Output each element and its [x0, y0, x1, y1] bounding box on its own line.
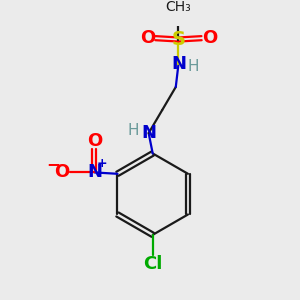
Text: N: N — [171, 55, 186, 73]
Text: Cl: Cl — [143, 255, 162, 273]
Text: CH₃: CH₃ — [166, 0, 191, 14]
Text: −: − — [46, 155, 60, 173]
Text: +: + — [97, 157, 107, 170]
Text: O: O — [54, 164, 70, 181]
Text: H: H — [188, 59, 199, 74]
Text: N: N — [141, 124, 156, 142]
Text: O: O — [140, 29, 155, 47]
Text: O: O — [87, 132, 102, 150]
Text: S: S — [172, 30, 185, 49]
Text: O: O — [202, 29, 217, 47]
Text: N: N — [87, 164, 102, 181]
Text: H: H — [128, 123, 140, 138]
